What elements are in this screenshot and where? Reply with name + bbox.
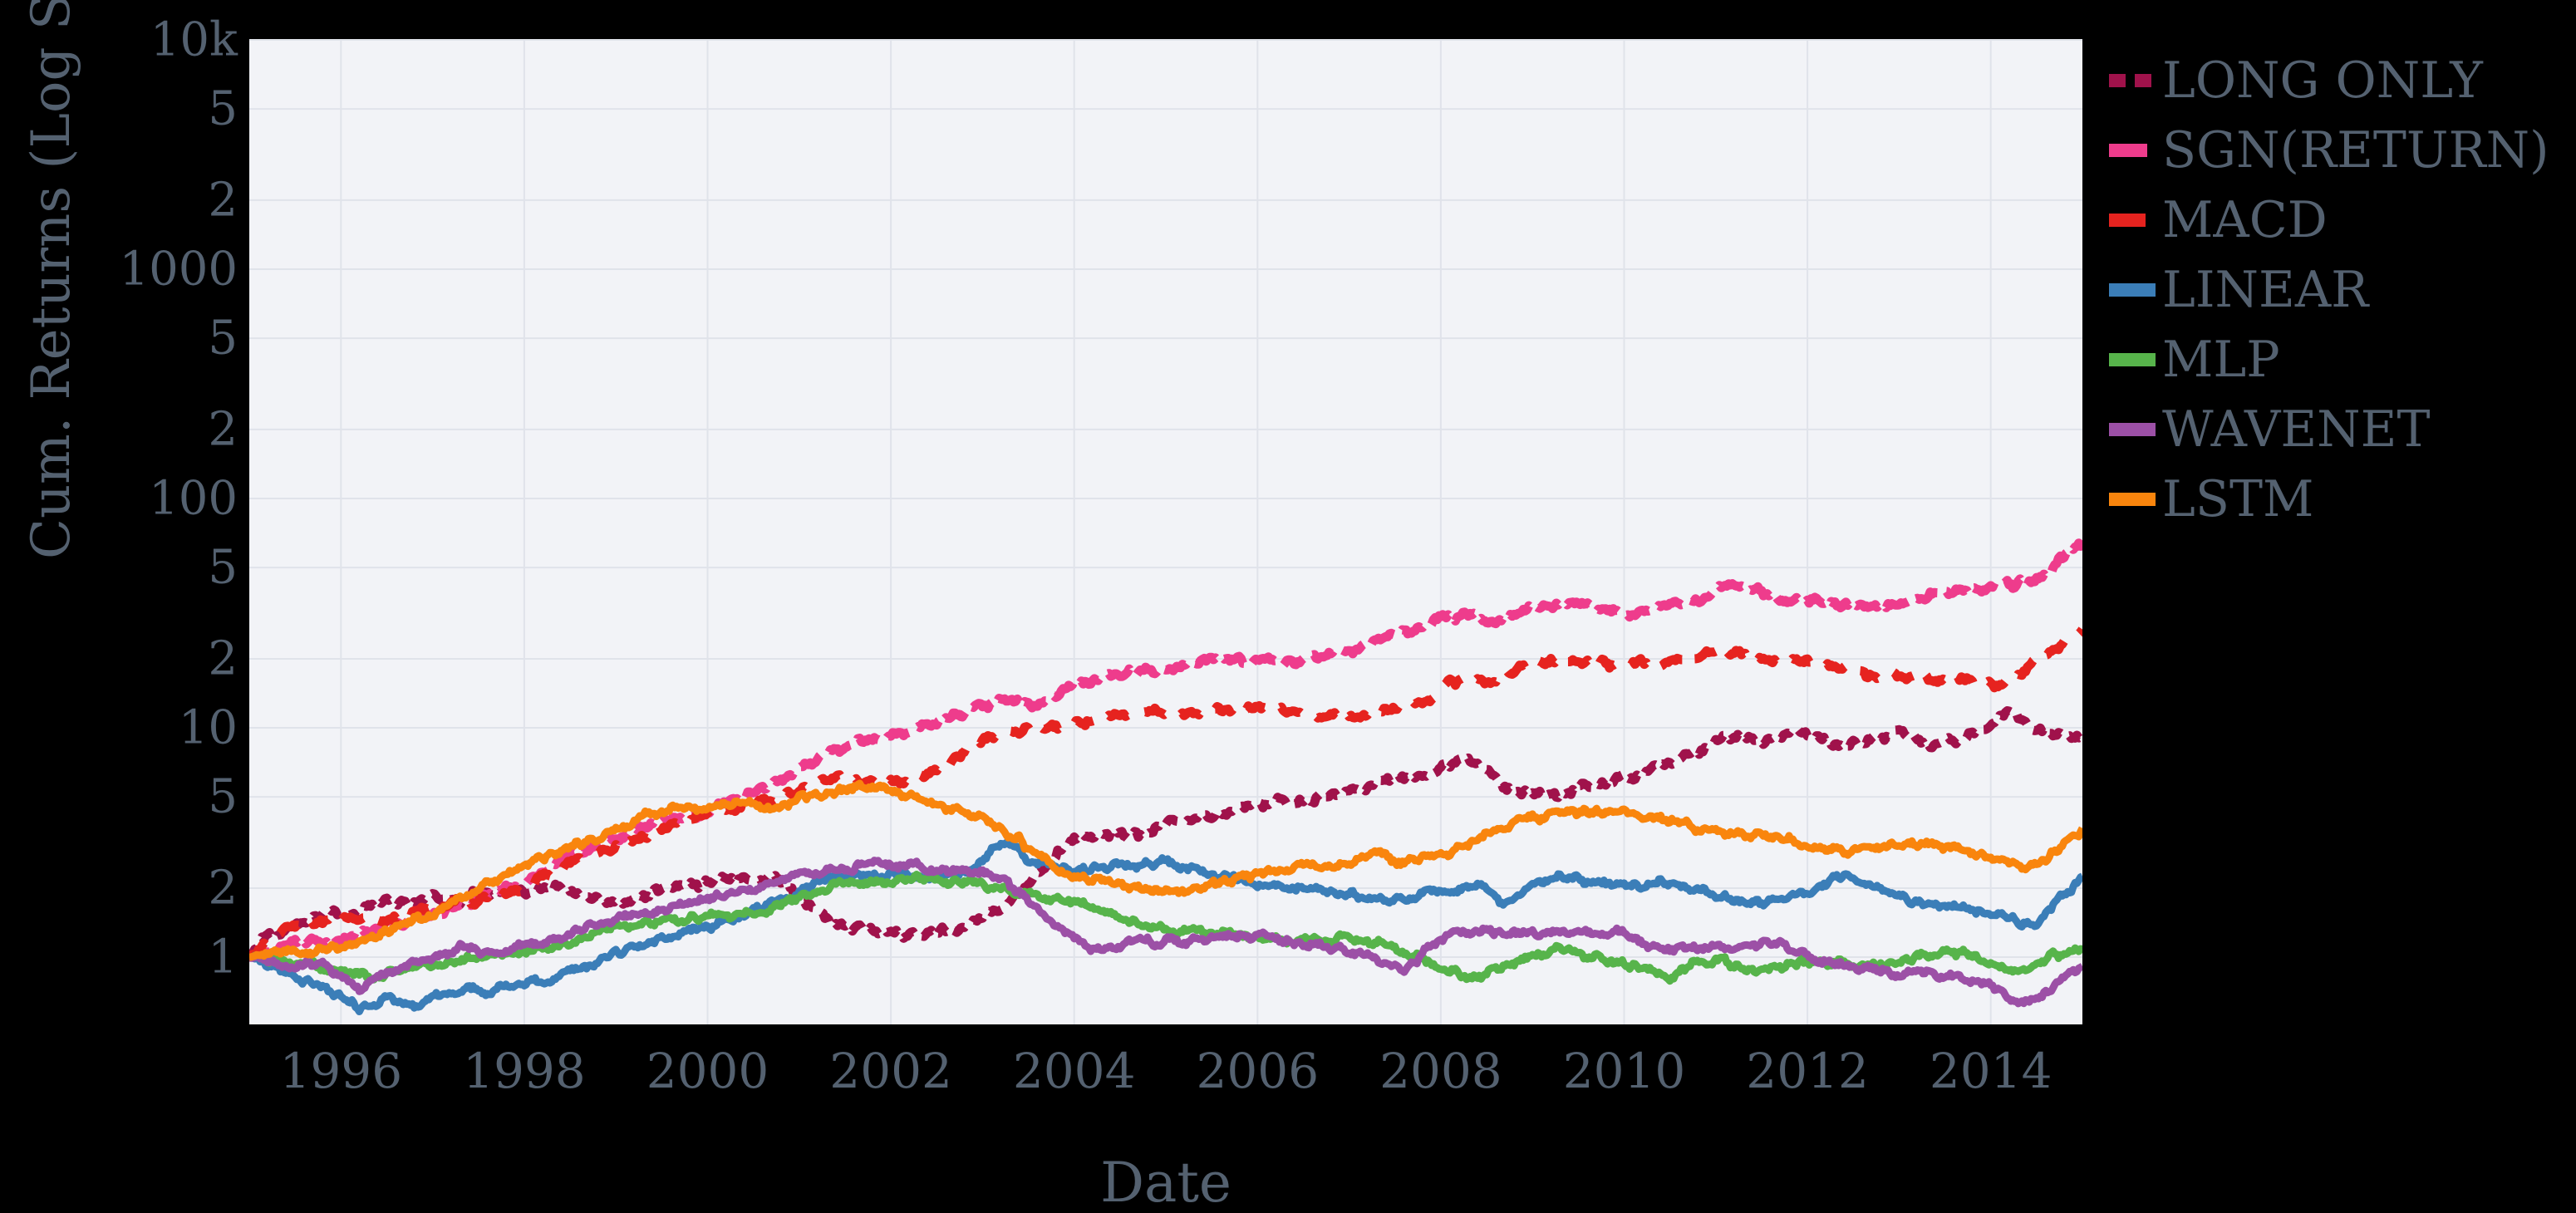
legend-swatch-icon <box>2109 144 2156 157</box>
x-tick-label: 2010 <box>1562 1043 1686 1099</box>
y-tick-label: 2 <box>208 173 238 228</box>
legend-label: MACD <box>2162 191 2328 249</box>
x-tick-label: 1996 <box>279 1043 403 1099</box>
x-tick-label: 1998 <box>463 1043 586 1099</box>
y-tick-label: 1000 <box>119 242 238 297</box>
x-tick-label: 2008 <box>1379 1043 1502 1099</box>
x-tick-label: 2002 <box>829 1043 952 1099</box>
y-tick-label: 2 <box>208 861 238 916</box>
legend-item-wavenet[interactable]: WAVENET <box>2109 395 2549 464</box>
legend-label: SGN(RETURN) <box>2162 121 2549 179</box>
x-tick-label: 2006 <box>1196 1043 1320 1099</box>
legend-label: WAVENET <box>2162 400 2431 459</box>
x-tick-label: 2000 <box>646 1043 769 1099</box>
series-line-mlp[interactable] <box>249 871 2082 985</box>
legend-swatch-icon <box>2109 493 2156 506</box>
y-tick-label: 5 <box>208 540 238 595</box>
x-tick-label: 2012 <box>1746 1043 1869 1099</box>
legend-label: LINEAR <box>2162 261 2369 319</box>
x-tick-label: 2014 <box>1929 1043 2052 1099</box>
y-tick-label: 5 <box>208 311 238 366</box>
gridlines <box>249 39 2082 1024</box>
legend-item-mlp[interactable]: MLP <box>2109 325 2549 395</box>
legend-item-linear[interactable]: LINEAR <box>2109 255 2549 325</box>
legend-swatch-icon <box>2109 214 2156 227</box>
y-tick-label: 10k <box>150 12 238 67</box>
series-lines <box>249 538 2082 1015</box>
x-axis-title: Date <box>1100 1151 1231 1213</box>
legend: LONG ONLY SGN(RETURN) MACD LINEAR MLP WAVENET… <box>2109 46 2549 534</box>
y-tick-label: 1 <box>208 930 238 985</box>
y-tick-label: 10 <box>178 700 238 755</box>
legend-label: LONG ONLY <box>2162 52 2483 110</box>
legend-swatch-icon <box>2109 423 2156 436</box>
y-tick-label: 2 <box>208 631 238 686</box>
y-tick-label: 100 <box>149 471 238 526</box>
legend-label: MLP <box>2162 331 2280 389</box>
y-tick-label: 5 <box>208 81 238 136</box>
x-tick-label: 2004 <box>1012 1043 1136 1099</box>
legend-item-lstm[interactable]: LSTM <box>2109 464 2549 534</box>
y-axis-title: Cum. Returns (Log Scale) <box>21 0 82 559</box>
series-line-sgn-return-[interactable] <box>249 538 2082 962</box>
legend-swatch-icon <box>2109 283 2156 297</box>
legend-label: LSTM <box>2162 470 2314 528</box>
series-line-macd[interactable] <box>249 626 2082 961</box>
legend-item-sgn-return-[interactable]: SGN(RETURN) <box>2109 115 2549 185</box>
series-line-linear[interactable] <box>249 838 2082 1015</box>
legend-item-long-only[interactable]: LONG ONLY <box>2109 46 2549 115</box>
series-line-wavenet[interactable] <box>249 857 2082 1008</box>
series-line-long-only[interactable] <box>249 706 2082 960</box>
series-line-lstm[interactable] <box>249 779 2082 961</box>
y-tick-label: 2 <box>208 402 238 457</box>
legend-swatch-icon <box>2109 74 2156 87</box>
legend-swatch-icon <box>2109 353 2156 366</box>
legend-item-macd[interactable]: MACD <box>2109 185 2549 255</box>
y-tick-label: 5 <box>208 769 238 824</box>
